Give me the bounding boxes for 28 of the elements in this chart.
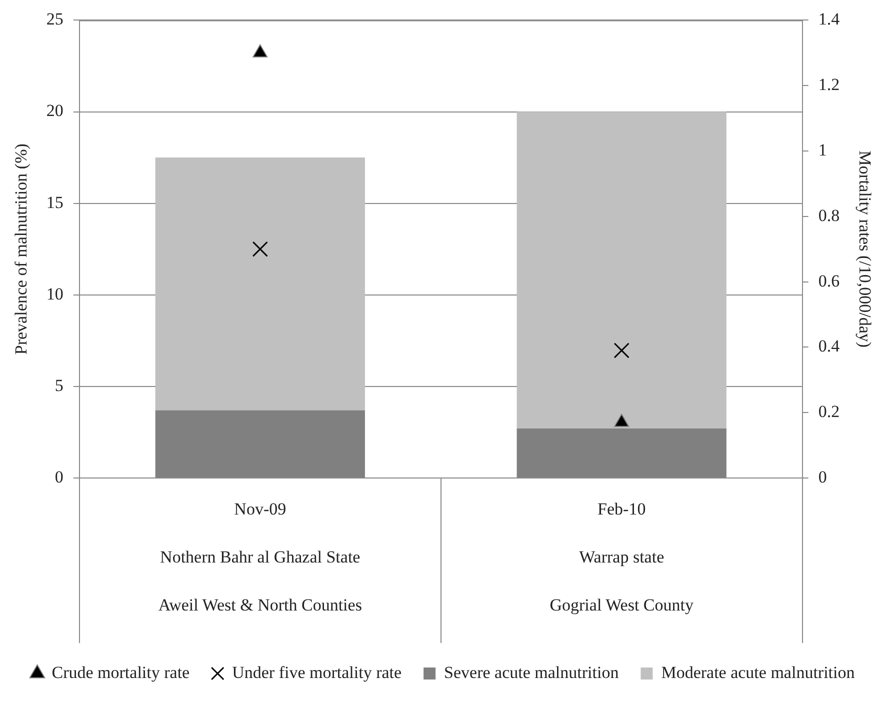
y-tick-label: 20 [46, 101, 64, 120]
y2-tick-label: 1.4 [818, 10, 840, 29]
legend-label: Moderate acute malnutrition [661, 662, 856, 682]
category-label: Feb-10 Warrap state Gogrial West County [550, 499, 694, 614]
category-label: Nov-09 Nothern Bahr al Ghazal State Aweil West & North Counties [158, 499, 362, 614]
y2-tick-label: 0.8 [818, 206, 840, 225]
y-axis-title: Prevalence of malnutrition (%) [12, 144, 31, 355]
legend-label: Under five mortality rate [232, 662, 402, 682]
y-tick-label: 0 [54, 467, 64, 486]
point [252, 44, 268, 58]
y2-tick-label: 0.4 [818, 336, 840, 356]
point [252, 241, 268, 257]
y-tick-label: 15 [46, 192, 64, 212]
legend-label: Crude mortality rate [52, 662, 190, 682]
y-tick-label: 10 [46, 284, 64, 304]
point [614, 342, 630, 358]
bar [155, 158, 365, 410]
legend-label: Severe acute malnutrition [444, 662, 620, 682]
y2-axis-title: Mortality rates (/10,000/day) [855, 150, 874, 348]
y2-tick-label: 0.2 [818, 402, 840, 422]
y2-tick-label: 1 [818, 140, 827, 160]
y-tick-label: 5 [54, 376, 64, 395]
bar [155, 410, 365, 478]
y2-tick-label: 1.2 [818, 75, 840, 94]
bar [516, 112, 726, 429]
y-tick-label: 25 [46, 10, 64, 29]
y2-tick-label: 0.6 [818, 271, 840, 290]
y2-tick-label: 0 [818, 467, 827, 486]
